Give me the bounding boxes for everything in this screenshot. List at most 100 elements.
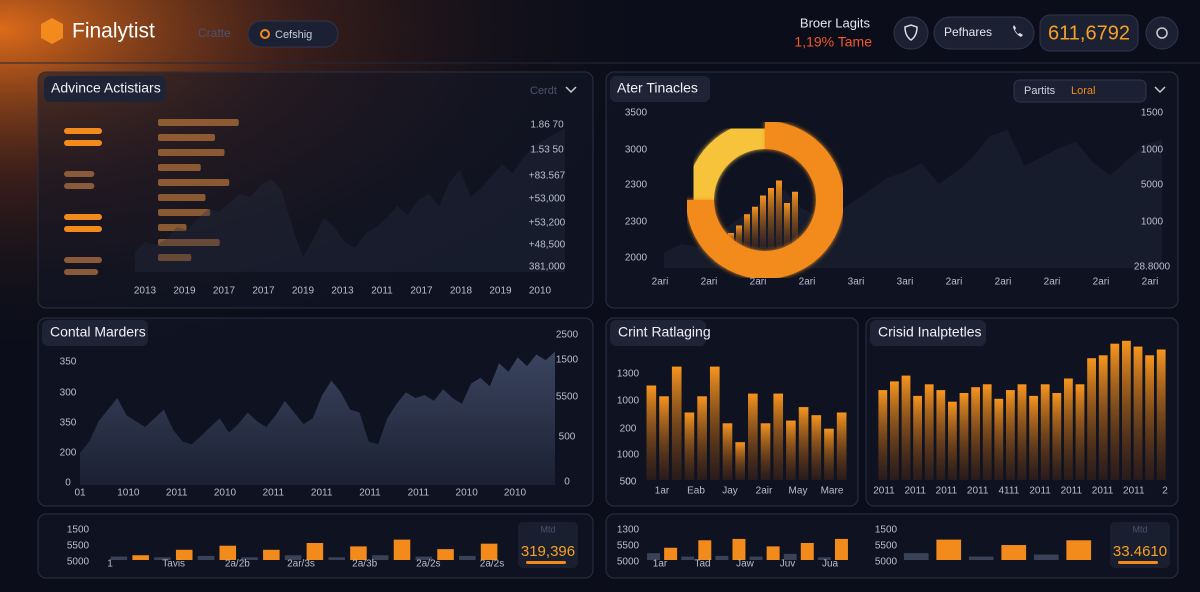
bar [971,387,981,480]
pill-bar [64,183,95,189]
x-tick-label: Tad [694,559,710,570]
pill-bar [64,214,102,220]
chevron[interactable] [565,86,577,94]
bar [947,401,957,480]
y2-tick-label: 500 [559,432,576,443]
donut-bar [784,203,790,248]
x-tick-label: 2a/3b [352,559,377,570]
bar [783,553,797,560]
x-tick-label: 2010 [214,488,237,499]
bar [647,553,661,560]
x-tick-label: 1 [107,559,113,570]
bar [878,390,888,480]
pill-bar [64,226,102,232]
y-tick-label: 200 [620,424,637,435]
x-tick-label: 2 [1162,486,1168,497]
bar [154,557,171,560]
bar [1066,540,1092,560]
chevron[interactable] [1154,86,1166,94]
bar [889,381,899,480]
y-tick-label: +53,000 [529,194,566,205]
x-tick-label: 2011 [967,486,989,497]
x-tick-label: 2011 [904,486,926,497]
x-tick-label: 2011 [263,488,285,499]
bar [1029,395,1039,480]
panel-title: Contal Marders [50,324,146,340]
y2-tick-label: 0 [564,477,570,488]
phone-icon [1013,25,1023,37]
settings-button[interactable] [1145,16,1179,50]
y2-tick-label: 1500 [556,355,579,366]
value-bar [1118,561,1158,564]
y-tick-label: 1500 [67,525,90,536]
value-box [1110,522,1170,568]
bar [684,412,695,480]
y-tick-label: +53,200 [529,218,566,229]
bar [350,546,367,560]
x-tick-label: 2ari [1044,277,1061,288]
y-tick-label: 500 [620,477,637,488]
value: 319,396 [521,543,575,560]
bar [698,540,712,560]
x-tick-label: 2ari [652,277,669,288]
x-tick-label: 2ari [1093,277,1110,288]
pill-bar [64,257,102,263]
bar [722,423,733,480]
x-tick-label: 2011 [873,486,895,497]
bar [936,390,946,480]
balance-pill [1039,14,1139,52]
status-title: Broer Lagits [800,15,871,30]
pill-bar [64,269,99,275]
x-tick-label: 2013 [134,286,157,297]
y-tick-label: 1300 [617,369,640,380]
y-tick-label: 2300 [625,180,648,191]
bar [994,398,1004,480]
y-tick-label: 300 [60,388,77,399]
select[interactable] [1013,79,1147,103]
y-tick-label: 5000 [67,557,90,568]
pill-bar [64,128,102,134]
bar [158,194,206,201]
shield-button[interactable] [893,16,929,50]
logo-icon [41,18,63,44]
x-tick-label: 2ari [750,277,767,288]
y-tick-label: 5500 [875,541,898,552]
status-value: 1,19% Tame [794,34,872,50]
bar [936,539,962,560]
y-tick-label: 5000 [617,557,640,568]
value-label: Mtd [1132,524,1147,534]
bar [1017,384,1027,480]
balance: 611,6792 [1048,22,1130,44]
x-tick-label: 2air [756,486,773,497]
account-pill[interactable] [933,16,1035,50]
y2-tick-label: 5000 [1141,180,1164,191]
nav-link[interactable]: Cratte [198,26,231,40]
bar [110,556,128,560]
x-tick-label: 2ari [799,277,816,288]
y-tick-label: 0 [65,478,71,489]
bar [1110,343,1120,480]
bar [760,423,771,480]
bar [749,556,763,560]
bar [437,549,454,560]
bar [732,538,746,560]
x-tick-label: 3ari [897,277,914,288]
bar [1052,393,1062,480]
x-tick-label: Juv [780,559,796,570]
bar [158,134,215,141]
y-tick-label: 5500 [617,541,640,552]
bar [924,384,934,480]
bar [132,555,149,560]
bar [735,442,745,480]
search-pill[interactable] [247,20,339,48]
bar [646,385,657,480]
panel-control[interactable]: Cerdt [530,85,557,97]
x-tick-label: 2ari [701,277,718,288]
bar [1133,346,1143,480]
bar [1098,355,1108,480]
x-tick-label: 2011 [408,488,430,499]
y-tick-label: +48,500 [529,240,566,251]
bar [671,366,682,480]
bar [1040,384,1050,480]
title-pill [42,320,148,346]
